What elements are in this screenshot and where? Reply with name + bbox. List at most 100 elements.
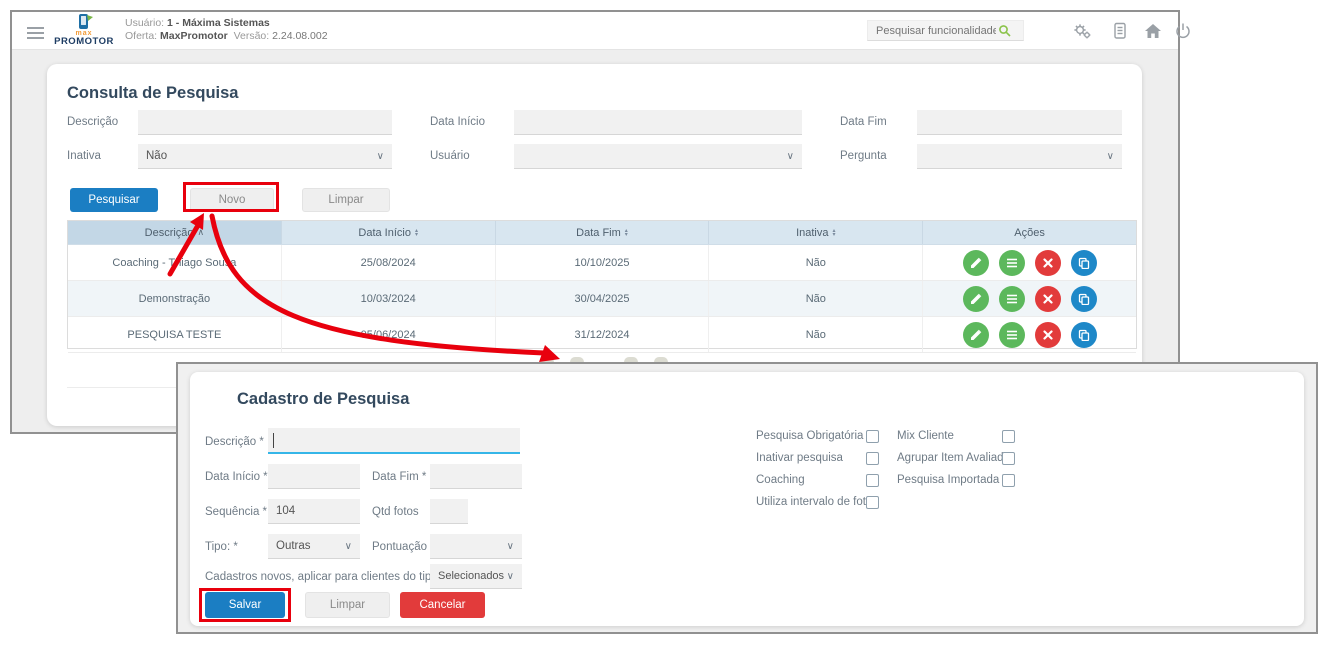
edit-button[interactable] xyxy=(962,285,989,312)
cell-descricao: Demonstração xyxy=(68,281,282,316)
copy-button[interactable] xyxy=(1070,285,1097,312)
chevron-down-icon: ∨ xyxy=(1106,150,1114,162)
pagination-remnant xyxy=(624,357,638,362)
app-header: max PROMOTOR Usuário: 1 - Máxima Sistema… xyxy=(12,12,1190,50)
data-fim-label: Data Fim * xyxy=(372,471,427,483)
copy-button[interactable] xyxy=(1070,321,1097,348)
cell-data-fim: 31/12/2024 xyxy=(496,317,710,352)
filter-usuario-label: Usuário xyxy=(430,150,470,162)
column-header-descricao[interactable]: Descrição ∧ xyxy=(68,221,282,244)
pagination-remnant-line xyxy=(67,387,177,388)
list-icon xyxy=(1006,258,1017,267)
descricao-label: Descrição * xyxy=(205,436,264,448)
column-header-data-fim[interactable]: Data Fim ▴ ▾ xyxy=(496,221,710,244)
pesquisar-button[interactable]: Pesquisar xyxy=(70,188,158,212)
list-button[interactable] xyxy=(998,249,1025,276)
copy-button[interactable] xyxy=(1070,249,1097,276)
cadastro-window: Cadastro de Pesquisa Descrição * Data In… xyxy=(176,362,1318,634)
cell-acoes xyxy=(923,317,1136,352)
data-fim-input[interactable] xyxy=(430,464,522,489)
pesquisa-table: Descrição ∧ Data Início ▴ ▾ Data Fim ▴ ▾ I… xyxy=(67,220,1137,353)
cell-descricao: Coaching - Thiago Sousa xyxy=(68,245,282,280)
cb-pesquisa-obrigatoria-label: Pesquisa Obrigatória xyxy=(756,430,864,442)
cb-mix-cliente-label: Mix Cliente xyxy=(897,430,954,442)
delete-button[interactable] xyxy=(1034,249,1061,276)
search-icon[interactable] xyxy=(998,24,1011,37)
delete-button[interactable] xyxy=(1034,285,1061,312)
cell-descricao: PESQUISA TESTE xyxy=(68,317,282,352)
delete-x-icon xyxy=(1042,293,1053,304)
filter-data-fim-input[interactable] xyxy=(917,110,1122,135)
filter-inativa-select[interactable]: Não ∨ xyxy=(138,144,392,169)
filter-usuario-select[interactable]: ∨ xyxy=(514,144,802,169)
cb-agrupar-item[interactable] xyxy=(1002,452,1015,465)
table-header-row: Descrição ∧ Data Início ▴ ▾ Data Fim ▴ ▾ I… xyxy=(68,221,1136,245)
cb-utiliza-intervalo-label: Utiliza intervalo de fotos xyxy=(756,496,879,508)
sort-icon: ▴ ▾ xyxy=(414,227,418,238)
filter-descricao-input[interactable] xyxy=(138,110,392,135)
menu-icon[interactable] xyxy=(27,24,44,42)
limpar-button[interactable]: Limpar xyxy=(302,188,390,212)
cb-coaching[interactable] xyxy=(866,474,879,487)
filter-data-inicio-input[interactable] xyxy=(514,110,802,135)
tipo-select[interactable]: Outras ∨ xyxy=(268,534,360,559)
clientes-tipo-select[interactable]: Selecionados ∨ xyxy=(430,564,522,589)
filter-pergunta-select[interactable]: ∨ xyxy=(917,144,1122,169)
cell-inativa: Não xyxy=(709,317,924,352)
cb-inativar-pesquisa[interactable] xyxy=(866,452,879,465)
cadastro-card: Cadastro de Pesquisa Descrição * Data In… xyxy=(190,372,1304,626)
user-name: 1 - Máxima Sistemas xyxy=(167,17,270,29)
sort-icon: ▴ ▾ xyxy=(832,227,836,238)
copy-icon xyxy=(1078,293,1089,305)
cb-pesquisa-importada-label: Pesquisa Importada xyxy=(897,474,1000,486)
cb-pesquisa-obrigatoria[interactable] xyxy=(866,430,879,443)
copy-icon xyxy=(1078,257,1089,269)
settings-cogs-icon[interactable] xyxy=(1072,21,1092,41)
edit-icon xyxy=(970,329,981,340)
list-button[interactable] xyxy=(998,285,1025,312)
edit-button[interactable] xyxy=(962,249,989,276)
chevron-down-icon: ∨ xyxy=(344,540,352,552)
cell-acoes xyxy=(923,281,1136,316)
home-icon[interactable] xyxy=(1143,21,1163,41)
sequencia-label: Sequência * xyxy=(205,506,268,518)
cb-mix-cliente[interactable] xyxy=(1002,430,1015,443)
cb-utiliza-intervalo[interactable] xyxy=(866,496,879,509)
copy-icon xyxy=(1078,329,1089,341)
list-icon xyxy=(1006,294,1017,303)
column-header-inativa[interactable]: Inativa ▴ ▾ xyxy=(709,221,924,244)
novo-button[interactable]: Novo xyxy=(190,188,274,212)
edit-icon xyxy=(970,293,981,304)
document-icon[interactable] xyxy=(1110,21,1130,41)
descricao-input[interactable] xyxy=(268,428,520,454)
list-button[interactable] xyxy=(998,321,1025,348)
qtd-fotos-label: Qtd fotos xyxy=(372,506,419,518)
chevron-down-icon: ∨ xyxy=(506,570,514,582)
functionality-search[interactable] xyxy=(867,20,1024,41)
column-header-data-inicio[interactable]: Data Início ▴ ▾ xyxy=(282,221,496,244)
pontuacao-label: Pontuação xyxy=(372,541,427,553)
search-input[interactable] xyxy=(874,23,998,38)
cb-inativar-pesquisa-label: Inativar pesquisa xyxy=(756,452,843,464)
edit-button[interactable] xyxy=(962,321,989,348)
delete-x-icon xyxy=(1042,329,1053,340)
delete-button[interactable] xyxy=(1034,321,1061,348)
qtd-fotos-input[interactable] xyxy=(430,499,468,524)
power-icon[interactable] xyxy=(1173,21,1193,41)
limpar-cadastro-button[interactable]: Limpar xyxy=(305,592,390,618)
sequencia-input[interactable] xyxy=(268,499,360,524)
pagination-remnant xyxy=(654,357,668,362)
filter-pergunta-label: Pergunta xyxy=(840,150,887,162)
sort-asc-icon: ∧ xyxy=(197,227,205,237)
data-inicio-input[interactable] xyxy=(268,464,360,489)
pontuacao-select[interactable]: ∨ xyxy=(430,534,522,559)
chevron-down-icon: ∨ xyxy=(506,540,514,552)
chevron-down-icon: ∨ xyxy=(786,150,794,162)
delete-x-icon xyxy=(1042,257,1053,268)
cell-data-inicio: 05/06/2024 xyxy=(282,317,496,352)
cell-acoes xyxy=(923,245,1136,280)
cancelar-button[interactable]: Cancelar xyxy=(400,592,485,618)
salvar-button[interactable]: Salvar xyxy=(205,592,285,618)
session-info: Usuário: 1 - Máxima Sistemas Oferta: Max… xyxy=(125,17,328,42)
cb-pesquisa-importada[interactable] xyxy=(1002,474,1015,487)
